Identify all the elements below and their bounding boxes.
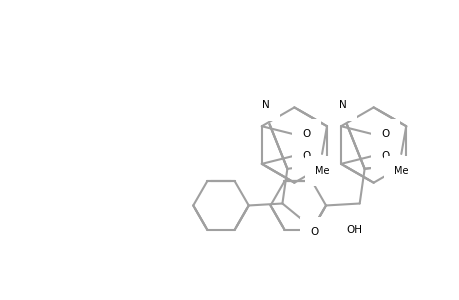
- Text: OH: OH: [346, 225, 362, 235]
- Text: N: N: [338, 100, 346, 110]
- Text: Me: Me: [393, 166, 408, 176]
- Text: N: N: [261, 100, 269, 110]
- Text: Me: Me: [314, 166, 329, 176]
- Text: O: O: [381, 151, 389, 161]
- Text: O: O: [309, 227, 318, 237]
- Text: O: O: [381, 129, 389, 139]
- Text: O: O: [302, 151, 310, 161]
- Text: O: O: [302, 129, 310, 139]
